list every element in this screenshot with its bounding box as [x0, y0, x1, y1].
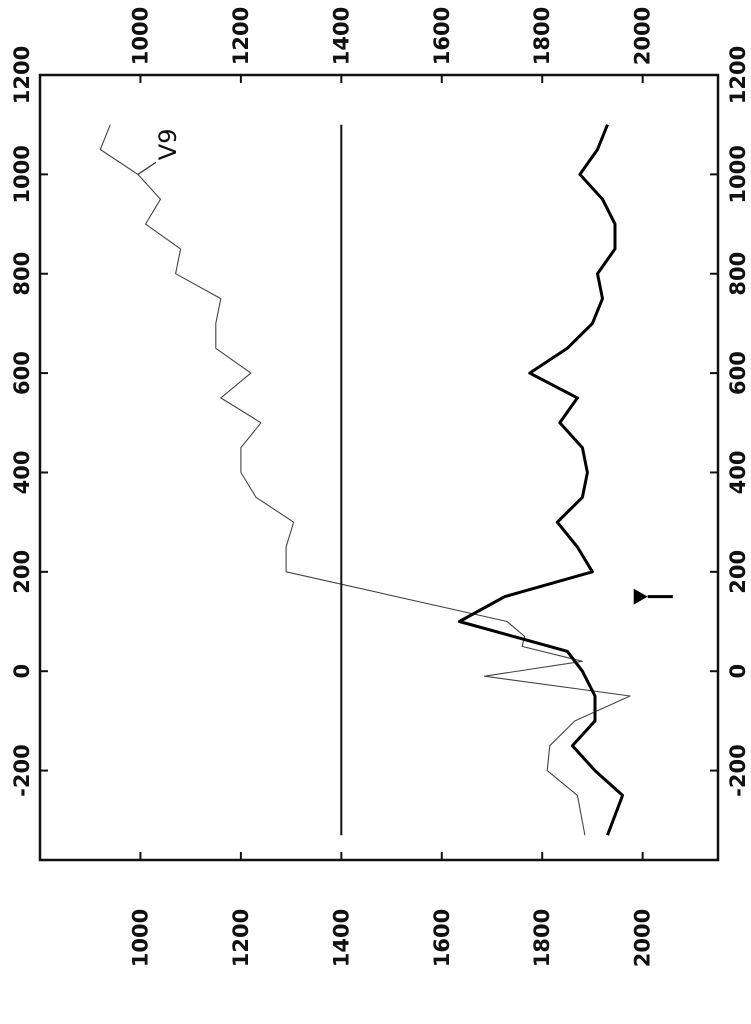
series-layer: V9 — [99, 124, 631, 836]
x-tick-label-right: 0 — [726, 664, 750, 679]
y-tick-label-top: 1600 — [430, 7, 454, 65]
y-tick-label-bottom: 1000 — [128, 909, 152, 967]
plot-frame — [38, 73, 720, 862]
y-tick-label-top: 1000 — [128, 7, 152, 65]
y-tick-label-bottom: 1200 — [229, 909, 253, 967]
x-tick-label-left: -200 — [10, 744, 34, 797]
x-tick-label-left: 400 — [10, 451, 34, 495]
x-tick-label-left: 800 — [10, 252, 34, 296]
series-line-v9 — [99, 124, 631, 836]
series-label-leader — [137, 161, 157, 175]
x-tick-label-left: 0 — [10, 664, 34, 679]
series-line-thick — [457, 124, 625, 836]
x-tick-label-left: 1000 — [10, 145, 34, 203]
y-tick-label-top: 2000 — [631, 7, 655, 65]
x-tick-label-right: 400 — [726, 451, 750, 495]
series-label: V9 — [154, 129, 182, 161]
y-tick-label-bottom: 2000 — [631, 909, 655, 967]
axes-layer: -200 -200 0 0 200 200 400 400 600 600 800 800 1000 10… — [10, 7, 750, 967]
y-tick-label-bottom: 1600 — [430, 909, 454, 967]
annotation-layer — [633, 588, 673, 605]
y-tick-label-top: 1200 — [229, 7, 253, 65]
x-tick-label-left: 600 — [10, 351, 34, 395]
arrow-icon — [633, 588, 648, 605]
x-tick-label-right: -200 — [726, 744, 750, 797]
x-tick-label-right: 1000 — [726, 145, 750, 203]
y-tick-label-bottom: 1400 — [329, 909, 353, 967]
x-tick-label-right: 200 — [726, 550, 750, 594]
y-tick-label-top: 1800 — [530, 7, 554, 65]
y-tick-label-bottom: 1800 — [530, 909, 554, 967]
x-tick-label-left: 1200 — [10, 46, 34, 104]
x-tick-label-right: 800 — [726, 252, 750, 296]
y-tick-label-top: 1400 — [329, 7, 353, 65]
x-tick-label-left: 200 — [10, 550, 34, 594]
x-tick-label-right: 1200 — [726, 46, 750, 104]
x-tick-label-right: 600 — [726, 351, 750, 395]
